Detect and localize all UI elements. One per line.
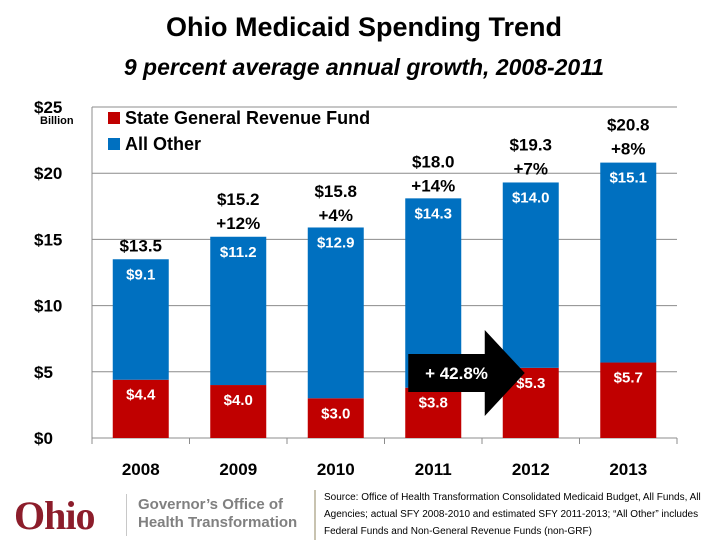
ohio-logo: Ohio: [14, 493, 95, 538]
chart-title: Ohio Medicaid Spending Trend: [165, 12, 563, 42]
x-tick-label: 2012: [512, 460, 550, 479]
total-label: $19.3: [509, 135, 552, 154]
data-label-state-grf: $5.3: [516, 375, 545, 392]
footer: Ohio Governor’s Office of Health Transfo…: [0, 484, 728, 546]
data-labels: $4.4 $9.1 $13.5 $4.0 $11.2 $15.2 +12% $3.0 $12.9…: [119, 116, 649, 423]
legend-label: All Other: [125, 134, 201, 154]
x-tick-label: 2011: [415, 460, 452, 479]
total-label: $18.0: [412, 153, 455, 172]
data-label-state-grf: $5.7: [614, 370, 643, 387]
growth-label: +12%: [216, 214, 260, 233]
office-name-line2: Health Transformation: [138, 514, 298, 531]
legend-label: State General Revenue Fund: [125, 108, 370, 128]
source-divider: [314, 490, 316, 540]
y-tick-label: $10: [34, 297, 62, 316]
bar-segment-all-other: [307, 227, 364, 399]
legend-swatch: [108, 112, 120, 124]
y-tick-label: $25: [34, 98, 62, 117]
y-tick-label: $15: [34, 230, 62, 249]
total-label: $15.2: [217, 190, 260, 209]
growth-label: +8%: [611, 140, 646, 159]
data-label-all-other: $14.3: [414, 205, 452, 222]
bar-segment-state-grf: [210, 385, 267, 438]
office-name-line1: Governor’s Office of: [138, 496, 284, 513]
bar-segment-state-grf: [405, 387, 462, 438]
total-label: $20.8: [607, 116, 650, 135]
y-tick-label: $20: [34, 164, 62, 183]
data-label-state-grf: $4.0: [224, 392, 253, 409]
bar-segment-all-other: [600, 162, 657, 363]
x-tick-label: 2010: [317, 460, 355, 479]
growth-arrow: [408, 330, 525, 416]
logo-divider: [126, 494, 127, 536]
total-label: $15.8: [314, 182, 357, 201]
bar-segment-state-grf: [600, 362, 657, 438]
bar-segment-all-other: [210, 236, 267, 386]
data-label-all-other: $12.9: [317, 234, 355, 251]
arrow-label: + 42.8%: [425, 364, 488, 383]
data-label-all-other: $9.1: [126, 266, 155, 283]
x-tick-label: 2013: [609, 460, 647, 479]
y-unit-label: Billion: [40, 115, 74, 127]
y-tick-label: $0: [34, 429, 53, 448]
y-tick-label: $5: [34, 363, 53, 382]
growth-label: +7%: [514, 159, 549, 178]
annotations: + 42.8%: [408, 330, 525, 416]
data-label-state-grf: $4.4: [126, 387, 156, 404]
legend-swatch: [108, 138, 120, 150]
total-label: $13.5: [119, 236, 162, 255]
bar-segment-all-other: [502, 182, 559, 368]
data-label-all-other: $11.2: [220, 244, 257, 261]
bar-segment-all-other: [112, 259, 169, 380]
x-tick-label: 2009: [219, 460, 257, 479]
growth-label: +14%: [411, 177, 455, 196]
data-label-state-grf: $3.8: [419, 395, 448, 412]
data-label-all-other: $15.1: [609, 170, 647, 187]
bar-segment-state-grf: [112, 379, 169, 438]
x-tick-label: 2008: [122, 460, 160, 479]
data-label-state-grf: $3.0: [321, 405, 350, 422]
legend: State General Revenue Fund All Other: [108, 108, 370, 154]
office-name: Governor’s Office of Health Transformati…: [138, 496, 297, 532]
data-label-all-other: $14.0: [512, 189, 550, 206]
chart-subtitle: 9 percent average annual growth, 2008-20…: [123, 54, 605, 80]
bars: [112, 162, 657, 438]
growth-label: +4%: [319, 206, 354, 225]
gridlines: [92, 106, 677, 439]
bar-segment-state-grf: [307, 398, 364, 438]
source-note: Source: Office of Health Transformation …: [324, 492, 701, 537]
